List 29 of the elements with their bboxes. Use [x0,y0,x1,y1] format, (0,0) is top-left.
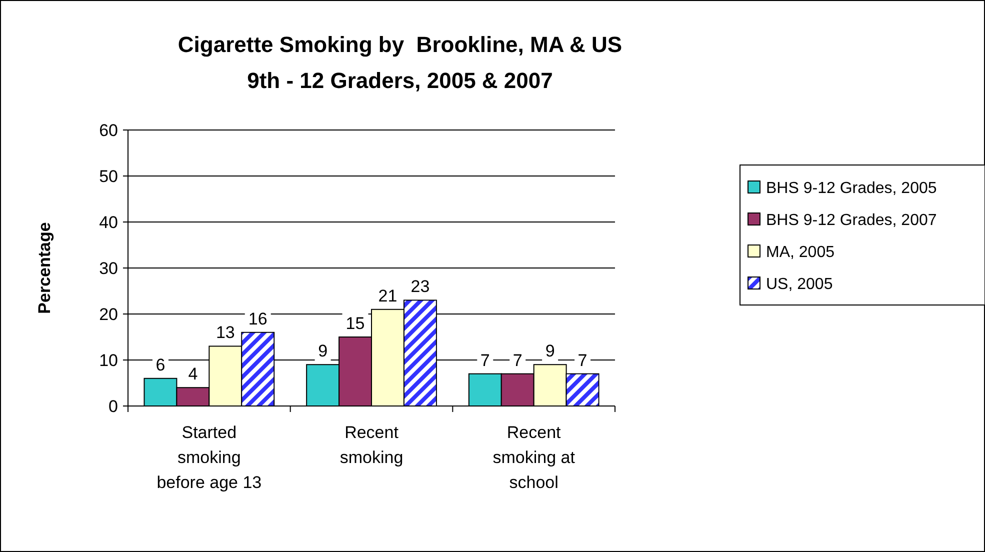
data-label: 21 [378,286,398,306]
y-tick-label: 40 [99,213,118,232]
legend-label: BHS 9-12 Grades, 2005 [766,180,937,197]
legend-label: US, 2005 [766,276,833,293]
y-tick-label: 0 [108,397,118,416]
chart-title: Cigarette Smoking by Brookline, MA & US [178,32,622,57]
data-label: 6 [156,355,166,374]
data-label: 9 [318,342,328,361]
legend-label: MA, 2005 [766,244,835,261]
y-axis-title: Percentage [35,222,54,314]
y-tick-label: 60 [99,121,118,140]
data-label: 15 [346,314,365,333]
y-tick-label: 50 [99,167,118,186]
data-label: 13 [216,323,235,342]
x-tick-label: Recent smoking [340,423,404,467]
data-label: 7 [578,350,588,370]
chart-subtitle: 9th - 12 Graders, 2005 & 2007 [247,68,553,93]
x-tick-label: Recent smoking at school [492,423,576,492]
data-label: 16 [248,309,268,328]
x-tick-label: Started smoking before age 13 [156,423,262,492]
y-tick-label: 10 [99,351,118,370]
data-label: 7 [512,350,522,370]
data-label: 7 [480,350,490,370]
data-label: 9 [545,342,555,361]
data-label: 23 [410,277,430,296]
data-label: 4 [188,364,198,384]
y-tick-label: 30 [99,259,118,278]
legend-label: BHS 9-12 Grades, 2007 [766,212,937,229]
y-tick-label: 20 [99,305,118,324]
